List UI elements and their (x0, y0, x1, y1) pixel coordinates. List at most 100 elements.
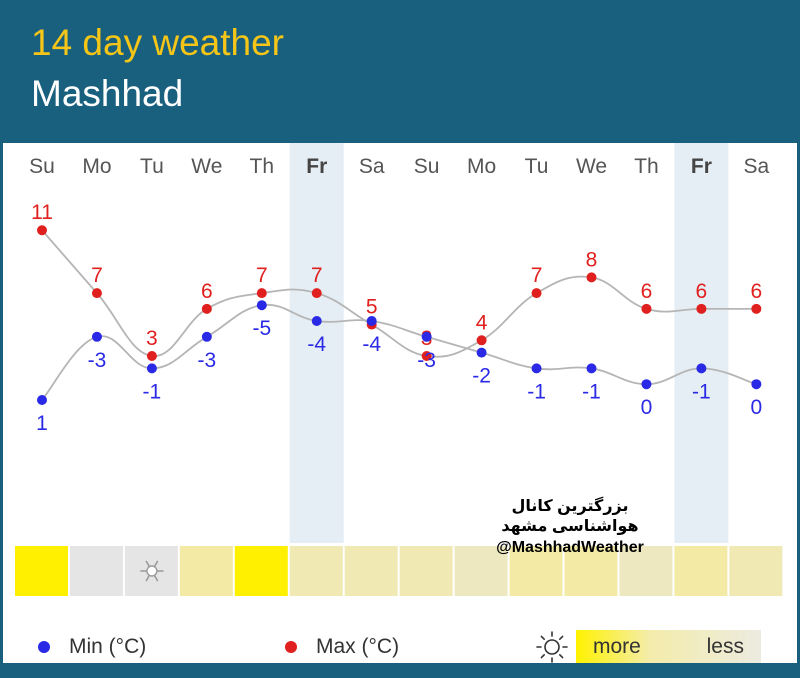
sunshine-cell (289, 546, 343, 596)
watermark: بزرگترین کانال هواشناسی مشهد @MashhadWea… (470, 497, 670, 559)
min-temp-label: 0 (641, 396, 653, 419)
min-temp-label: -4 (362, 333, 381, 356)
legend-max-label: Max (°C) (316, 635, 400, 658)
max-temp-point (421, 351, 432, 361)
min-temp-label: 0 (751, 396, 763, 419)
sunshine-cell (344, 546, 398, 596)
min-temp-label: -2 (472, 365, 491, 388)
min-temp-point (366, 316, 377, 326)
sunshine-cell (69, 546, 123, 596)
min-temp-label: -3 (198, 349, 217, 372)
sunshine-cell (234, 546, 288, 596)
min-temp-point (421, 331, 432, 342)
sun-scale-more: more (593, 635, 641, 658)
snow-icon (140, 560, 164, 582)
max-temp-point (256, 288, 267, 299)
day-label: Su (414, 155, 440, 178)
weekend-band (674, 143, 729, 543)
max-temp-point (146, 351, 157, 361)
max-temp-label: 7 (91, 264, 103, 287)
sunshine-cell (509, 546, 563, 596)
min-temp-point (531, 363, 542, 374)
watermark-channel-text: بزرگترین کانال هواشناسی مشهد (501, 498, 639, 535)
day-label: Sa (359, 155, 385, 178)
max-temp-label: 6 (696, 280, 708, 303)
sunshine-cell (674, 546, 728, 596)
sunshine-cell (15, 546, 68, 596)
day-label: We (576, 155, 607, 178)
legend-max: Max (°C) (285, 634, 399, 660)
header: 14 day weather Mashhad (0, 0, 800, 143)
min-temp-label: -1 (582, 380, 601, 403)
day-label: Tu (140, 155, 164, 178)
min-temp-point (201, 331, 212, 342)
max-temp-label: 6 (641, 280, 653, 303)
sunshine-scale: more less (576, 630, 761, 664)
min-temp-point (641, 379, 652, 390)
max-temp-label: 6 (751, 280, 763, 303)
right-border (797, 143, 800, 663)
day-label: Fr (691, 155, 712, 178)
day-label: Su (29, 155, 55, 178)
sunshine-cell (454, 546, 508, 596)
sunshine-cell (729, 546, 783, 596)
watermark-handle: @MashhadWeather (496, 539, 644, 556)
max-temp-point (476, 335, 487, 346)
max-temp-label: 5 (366, 296, 378, 319)
weekend-band (289, 143, 344, 543)
day-label: Sa (744, 155, 770, 178)
day-label: Mo (82, 155, 111, 178)
max-temp-point (37, 225, 47, 236)
sunshine-cell (399, 546, 453, 596)
min-temp-label: 1 (36, 412, 48, 435)
min-temp-label: -3 (88, 349, 107, 372)
city-name: Mashhad (31, 73, 184, 114)
min-temp-point (91, 331, 102, 342)
max-temp-label: 3 (146, 327, 158, 350)
day-label: Fr (306, 155, 327, 178)
min-temp-point (476, 347, 487, 358)
max-temp-label: 7 (311, 264, 323, 287)
left-border (0, 143, 3, 663)
max-temp-point (696, 303, 707, 314)
day-label: Th (634, 155, 659, 178)
max-temp-label: 6 (201, 280, 213, 303)
max-temp-label: 7 (256, 264, 268, 287)
max-temp-point (201, 303, 212, 314)
max-temp-label: 4 (476, 311, 488, 334)
sunshine-cell (619, 546, 673, 596)
min-temp-point (37, 395, 47, 405)
min-temp-label: -4 (307, 333, 326, 356)
max-temp-point (531, 288, 542, 299)
max-temp-point (751, 303, 762, 314)
min-temp-point (751, 379, 762, 390)
sunshine-cell (564, 546, 618, 596)
widget-title: 14 day weather (31, 22, 285, 63)
bottom-bar (0, 663, 800, 678)
min-temp-point (696, 363, 707, 374)
max-temp-label: 11 (31, 201, 53, 224)
day-label: Mo (467, 155, 496, 178)
max-temp-point (91, 288, 102, 299)
legend-min: Min (°C) (38, 634, 146, 660)
min-temp-point (311, 316, 322, 326)
day-label: We (191, 155, 222, 178)
min-temp-label: -5 (252, 317, 271, 340)
max-temp-point (586, 272, 597, 283)
legend-min-label: Min (°C) (69, 635, 147, 658)
day-label: Th (250, 155, 275, 178)
max-temp-label: 8 (586, 248, 598, 271)
max-temp-label: 7 (531, 264, 543, 287)
min-temp-point (256, 300, 267, 311)
min-temp-label: -3 (417, 349, 436, 372)
sun-icon (536, 631, 568, 663)
min-temp-label: -1 (692, 380, 711, 403)
max-temp-point (641, 303, 652, 314)
day-label: Tu (525, 155, 549, 178)
min-temp-label: -1 (143, 380, 162, 403)
min-temp-label: -1 (527, 380, 546, 403)
min-temp-point (146, 363, 157, 374)
max-temp-point (311, 288, 322, 299)
